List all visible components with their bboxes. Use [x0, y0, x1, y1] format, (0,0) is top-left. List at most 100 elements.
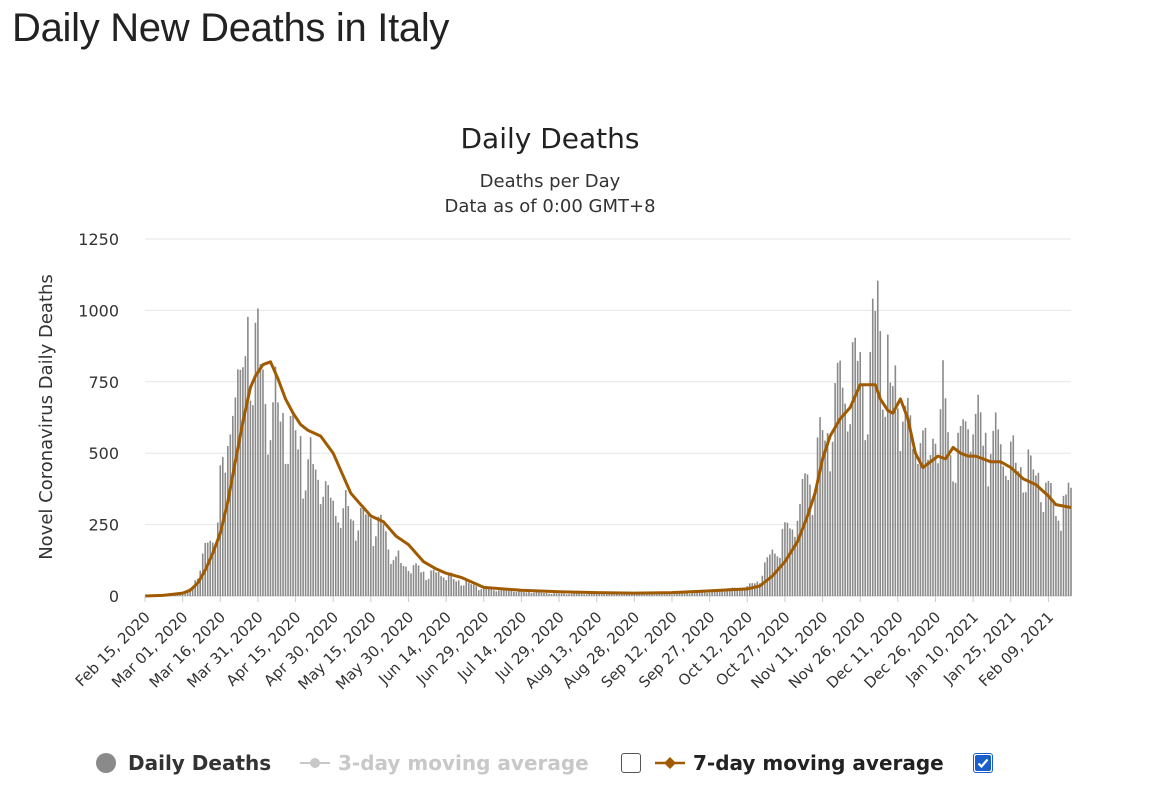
daily-deaths-bar — [736, 588, 739, 596]
daily-deaths-legend-icon — [96, 753, 116, 773]
daily-deaths-bar — [743, 589, 746, 596]
daily-deaths-bar — [653, 594, 656, 596]
checkmark-icon — [975, 755, 991, 771]
daily-deaths-bar — [357, 530, 360, 596]
daily-deaths-bar — [595, 593, 598, 596]
daily-deaths-bar — [289, 416, 292, 596]
daily-deaths-bar — [412, 565, 415, 596]
daily-deaths-bar — [380, 514, 382, 596]
daily-deaths-bar — [302, 498, 304, 596]
daily-deaths-bar — [585, 594, 588, 596]
daily-deaths-bar — [641, 593, 643, 596]
ma7-line — [144, 360, 1072, 598]
daily-deaths-bar — [997, 429, 1000, 596]
daily-deaths-bar — [899, 451, 902, 596]
daily-deaths-bar — [410, 573, 412, 596]
daily-deaths-bar — [372, 546, 375, 596]
daily-deaths-bar — [618, 594, 621, 596]
daily-deaths-bar — [365, 514, 367, 596]
daily-deaths-bar — [723, 590, 726, 596]
daily-deaths-bar — [405, 566, 407, 596]
daily-deaths-bar — [553, 593, 555, 596]
legend-item-daily-deaths[interactable]: Daily Deaths — [96, 748, 271, 778]
daily-deaths-bar — [460, 585, 462, 596]
daily-deaths-bar — [934, 443, 937, 596]
daily-deaths-bar — [1055, 516, 1057, 596]
daily-deaths-bar — [831, 441, 834, 596]
y-tick-label: 750 — [88, 373, 119, 392]
daily-deaths-bar — [407, 571, 410, 596]
daily-deaths-bar — [234, 397, 237, 596]
daily-deaths-bar — [874, 311, 877, 596]
daily-deaths-bar — [505, 590, 508, 596]
daily-deaths-bar — [1022, 492, 1025, 596]
daily-deaths-bar — [390, 564, 392, 596]
ma3-checkbox[interactable] — [621, 753, 641, 773]
daily-deaths-bar — [1007, 480, 1010, 596]
daily-deaths-bar — [317, 479, 319, 596]
daily-deaths-bar — [194, 580, 196, 596]
daily-deaths-bar — [661, 593, 663, 596]
legend-item-3-day-moving-average[interactable]: 3-day moving average — [300, 748, 589, 778]
daily-deaths-bar — [450, 572, 452, 596]
daily-deaths-bar — [902, 421, 904, 596]
daily-deaths-bar — [746, 586, 749, 596]
daily-deaths-bar — [671, 594, 673, 596]
daily-deaths-bar — [967, 429, 969, 596]
daily-deaths-bar — [395, 556, 397, 596]
daily-deaths-bar — [693, 592, 696, 596]
daily-deaths-bar — [648, 593, 651, 596]
legend-item-7-day-moving-average[interactable]: 7-day moving average — [655, 748, 944, 778]
daily-deaths-bar — [375, 536, 377, 596]
daily-deaths-bar — [751, 583, 754, 596]
ma7-legend-icon — [655, 757, 685, 769]
daily-deaths-bar — [854, 337, 856, 596]
daily-deaths-bar — [759, 583, 761, 596]
daily-deaths-legend-label: Daily Deaths — [128, 751, 272, 775]
daily-deaths-bar — [252, 405, 254, 596]
daily-deaths-bar — [979, 412, 982, 596]
daily-deaths-bar — [708, 592, 711, 596]
daily-deaths-bar — [279, 421, 282, 596]
daily-deaths-bar — [487, 588, 490, 596]
daily-deaths-bar — [741, 589, 744, 596]
daily-deaths-bar — [663, 593, 666, 596]
daily-deaths-bar — [1037, 472, 1040, 596]
daily-deaths-bar — [538, 592, 540, 596]
y-tick-labels: 0 250 500 750 1000 1250 — [78, 230, 119, 606]
daily-deaths-bar — [846, 431, 849, 596]
daily-deaths-bar — [716, 589, 718, 596]
daily-deaths-bar — [322, 496, 324, 596]
daily-deaths-bar — [952, 481, 954, 596]
daily-deaths-bar — [959, 425, 962, 596]
daily-deaths-bar — [964, 421, 967, 596]
daily-deaths-bar — [435, 572, 437, 596]
daily-deaths-bar — [728, 588, 731, 596]
daily-deaths-bar — [377, 516, 380, 596]
daily-deaths-bar — [309, 437, 312, 596]
daily-deaths-bar — [1062, 495, 1065, 596]
daily-deaths-bar — [452, 579, 455, 596]
daily-deaths-bar — [360, 508, 362, 596]
daily-deaths-bar — [583, 594, 585, 596]
daily-deaths-bar — [209, 540, 212, 596]
daily-deaths-bar — [1027, 449, 1030, 596]
daily-deaths-bar — [1052, 499, 1055, 596]
daily-deaths-bar — [467, 582, 470, 596]
daily-deaths-bar — [731, 587, 734, 596]
daily-deaths-bar — [631, 593, 633, 596]
chart-subtitle-line-2: Data as of 0:00 GMT+8 — [444, 196, 655, 217]
daily-deaths-bar — [636, 594, 638, 596]
daily-deaths-bar — [211, 542, 214, 596]
daily-deaths-bar — [237, 369, 239, 596]
daily-deaths-bar — [766, 557, 769, 596]
daily-deaths-bar — [917, 464, 919, 596]
daily-deaths-bar — [575, 593, 578, 596]
daily-deaths-bar — [869, 351, 872, 596]
daily-deaths-bar — [615, 593, 618, 596]
daily-deaths-bar — [914, 450, 917, 596]
daily-deaths-bar — [1065, 494, 1067, 596]
daily-deaths-bar — [834, 383, 836, 596]
ma7-checkbox[interactable] — [973, 753, 993, 773]
